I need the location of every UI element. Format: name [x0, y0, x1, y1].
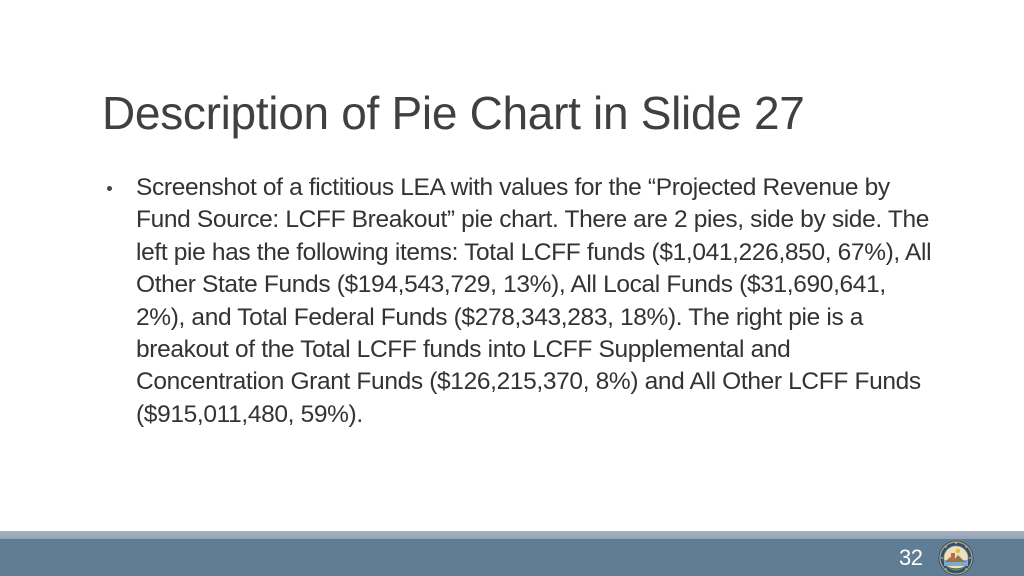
bullet-icon	[107, 186, 112, 191]
slide-title: Description of Pie Chart in Slide 27	[102, 87, 805, 139]
bullet-item: Screenshot of a fictitious LEA with valu…	[100, 172, 940, 431]
footer-bar	[0, 539, 1024, 576]
state-seal-icon	[938, 540, 974, 576]
page-number: 32	[899, 545, 923, 570]
footer-accent-strip	[0, 531, 1024, 539]
bullet-text: Screenshot of a fictitious LEA with valu…	[136, 174, 932, 428]
bullet-list: Screenshot of a fictitious LEA with valu…	[100, 172, 940, 431]
